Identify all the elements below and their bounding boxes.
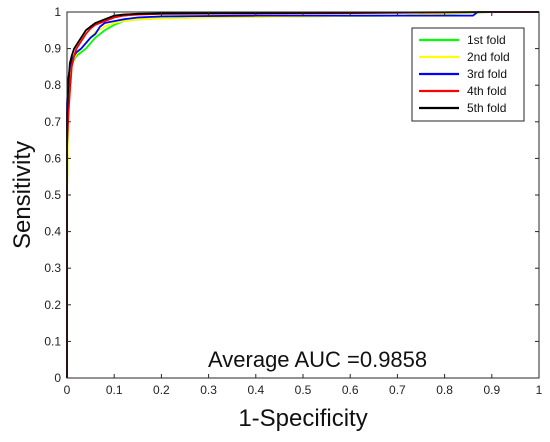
y-axis-label: Sensitivity <box>9 141 36 249</box>
x-tick-label: 0 <box>64 383 71 397</box>
legend-label-3: 3rd fold <box>467 67 507 81</box>
y-tick-label: 1 <box>54 5 61 19</box>
legend-label-5: 5th fold <box>467 101 506 115</box>
ticks-layer <box>66 11 540 379</box>
x-tick-label: 0.3 <box>200 383 217 397</box>
x-tick-label: 0.7 <box>389 383 406 397</box>
x-tick-label: 0.5 <box>295 383 312 397</box>
x-tick-label: 0.9 <box>483 383 500 397</box>
y-tick-label: 0.9 <box>44 42 61 56</box>
y-tick-label: 0.2 <box>44 298 61 312</box>
x-tick-label: 0.2 <box>153 383 170 397</box>
x-tick-label: 1 <box>536 383 543 397</box>
x-axis-label: 1-Specificity <box>238 405 367 432</box>
series-line-5 <box>66 11 539 378</box>
y-tick-label: 0.6 <box>44 151 61 165</box>
legend-label-1: 1st fold <box>467 33 506 47</box>
y-tick-label: 0 <box>54 371 61 385</box>
y-tick-label: 0.5 <box>44 188 61 202</box>
x-tick-label: 0.8 <box>436 383 453 397</box>
y-tick-label: 0.3 <box>44 261 61 275</box>
y-tick-label: 0.8 <box>44 78 61 92</box>
tick-labels-layer: 0 0.1 0.2 0.3 0.4 0.5 0.6 0.7 0.8 0.9 1 0 0.1 0.2 0.3 0… <box>44 5 542 397</box>
auc-annotation: Average AUC =0.9858 <box>208 347 427 372</box>
x-tick-label: 0.1 <box>106 383 123 397</box>
x-tick-label: 0.6 <box>342 383 359 397</box>
legend-label-2: 2nd fold <box>467 50 510 64</box>
x-tick-label: 0.4 <box>247 383 264 397</box>
y-tick-label: 0.1 <box>44 334 61 348</box>
legend-label-4: 4th fold <box>467 84 506 98</box>
legend: 1st fold 2nd fold 3rd fold 4th fold 5th fold <box>411 27 525 122</box>
y-tick-label: 0.7 <box>44 115 61 129</box>
y-tick-label: 0.4 <box>44 225 61 239</box>
